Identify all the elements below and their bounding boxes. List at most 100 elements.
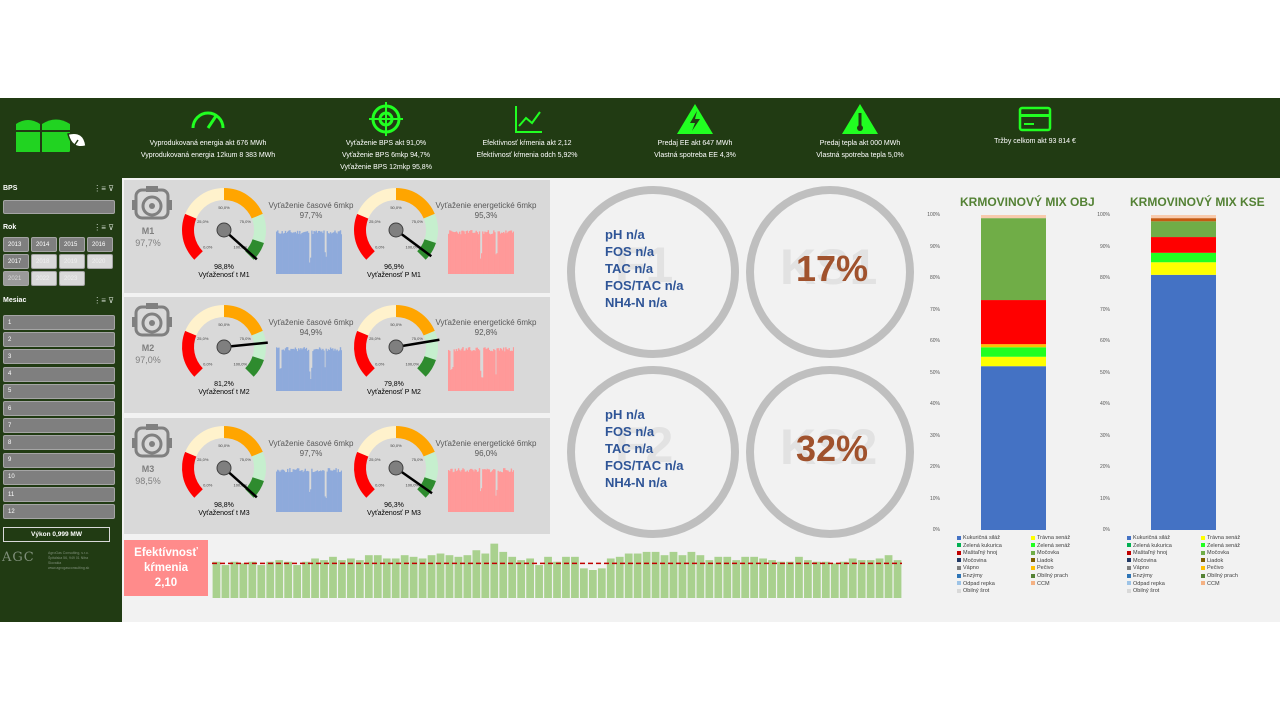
utilization-bar: [329, 347, 332, 391]
utilization-bar: [337, 469, 339, 512]
utilization-bar: [285, 472, 288, 512]
legend-item: Maštaľný hnoj: [957, 550, 997, 558]
month-button[interactable]: 5: [3, 383, 115, 399]
utilization-bar: [492, 233, 494, 274]
utilization-bar: [282, 469, 284, 512]
high-voltage-icon: [640, 98, 750, 136]
efficiency-bar: [804, 560, 812, 598]
utilization-bar: [329, 232, 332, 274]
utilization-bar: [500, 348, 503, 391]
year-button[interactable]: 2014: [31, 237, 57, 252]
year-button[interactable]: 2016: [87, 237, 113, 252]
clear-filter-icon[interactable]: ⋮≡ ⊽: [93, 184, 114, 193]
year-button[interactable]: 2013: [3, 237, 29, 252]
legend-item: Enzýmy: [957, 573, 983, 581]
month-button[interactable]: 10: [3, 469, 115, 485]
month-filter-icon[interactable]: ⋮≡ ⊽: [93, 296, 114, 305]
utilization-bar: [468, 469, 471, 512]
legend-item: Zelená kukurica: [957, 543, 1002, 551]
month-button[interactable]: 3: [3, 349, 115, 365]
year-button[interactable]: 2020: [87, 254, 113, 269]
legend-swatch: [1127, 535, 1131, 540]
utilization-bar: [464, 233, 466, 274]
utilization-bar: [488, 469, 491, 512]
year-button[interactable]: 2023: [59, 271, 85, 286]
utilization-bar: [459, 231, 461, 274]
utilization-bar: [276, 231, 278, 274]
utilization-bar: [506, 470, 508, 512]
year-button[interactable]: 2021: [3, 271, 29, 286]
utilization-bar: [508, 348, 510, 391]
efficiency-bar: [660, 555, 669, 598]
utilization-bar: [459, 349, 461, 391]
gauge-label: Vyťaženosť P M2: [367, 389, 421, 396]
year-filter-icon[interactable]: ⋮≡ ⊽: [93, 223, 114, 232]
utilization-bar: [336, 472, 338, 512]
stack-segment: [1151, 215, 1216, 219]
utilization-bar: [512, 231, 514, 274]
chart-value: 94,9%: [299, 328, 323, 337]
efficiency-bar: [347, 558, 355, 598]
time-utilization-chart: [276, 347, 342, 391]
legend-swatch: [1031, 535, 1035, 540]
y-tick-label: 50%: [929, 369, 940, 376]
month-button[interactable]: 6: [3, 401, 115, 416]
year-button[interactable]: 2018: [31, 254, 57, 269]
utilization-bar: [463, 350, 465, 391]
kpi-text: Vyťaženie BPS akt 91,0% Vyťaženie BPS 6mk…: [336, 138, 436, 174]
utilization-bar: [493, 230, 495, 274]
utilization-bar: [328, 468, 331, 512]
utilization-bar: [468, 230, 471, 274]
gauge-tick-label: 50,0%: [390, 443, 402, 448]
utilization-bar: [285, 232, 288, 274]
legend-swatch: [1201, 581, 1205, 586]
month-button[interactable]: 4: [3, 366, 115, 382]
month-button[interactable]: 11: [3, 487, 115, 502]
year-button[interactable]: 2015: [59, 237, 85, 252]
gauge-value: 98,8%: [214, 502, 234, 509]
y-tick-label: 0%: [1102, 527, 1110, 533]
utilization-bar: [293, 349, 295, 391]
month-button[interactable]: 9: [3, 452, 115, 468]
utilization-bar: [282, 233, 284, 274]
bps-select[interactable]: [3, 200, 115, 214]
y-tick-label: 90%: [1099, 243, 1110, 250]
kpi-line: Vlastná spotreba tepla 5,0%: [816, 152, 904, 159]
gauge-band: [417, 477, 436, 498]
efficiency-bar: [436, 553, 445, 598]
utilization-bar: [279, 368, 281, 391]
gauge-band: [185, 426, 224, 457]
legend-label: Obilný prach: [1037, 573, 1068, 579]
utilization-bar: [340, 234, 342, 274]
efficiency-bar: [490, 543, 499, 598]
month-button[interactable]: 8: [3, 435, 115, 451]
month-button[interactable]: 7: [3, 418, 115, 434]
y-tick-label: 70%: [929, 306, 940, 313]
utilization-bar: [505, 470, 507, 512]
utilization-bar: [316, 470, 319, 512]
month-button[interactable]: 1: [3, 315, 115, 330]
utilization-bar: [450, 468, 452, 512]
efficiency-bar: [517, 560, 526, 598]
fermenter-chemistry: pH n/a FOS n/a TAC n/a FOS/TAC n/a NH4-N n/a: [605, 406, 683, 491]
year-button[interactable]: 2019: [59, 254, 85, 269]
utilization-bar: [478, 468, 481, 512]
legend-label: Vápno: [963, 565, 979, 572]
utilization-bar: [477, 234, 480, 274]
year-button[interactable]: 2022: [31, 271, 57, 286]
month-button[interactable]: 12: [3, 504, 115, 520]
utilization-bar: [470, 230, 472, 274]
gauge-band: [396, 426, 435, 457]
gauge-band: [357, 188, 396, 219]
legend-swatch: [957, 565, 961, 570]
utilization-bar: [494, 232, 496, 274]
power-utilization-gauge: 0,0% 25,0% 50,0% 75,0% 100,0%: [354, 426, 438, 498]
utilization-bar: [298, 348, 300, 391]
kpi-line: Efektívnosť kŕmenia odch 5,92%: [476, 152, 578, 159]
month-button[interactable]: 2: [3, 332, 115, 348]
utilization-bar: [300, 348, 302, 391]
year-button[interactable]: 2017: [3, 254, 29, 269]
utilization-bar: [332, 348, 334, 391]
legend-swatch: [1201, 573, 1205, 578]
time-utilization-chart: [276, 230, 342, 274]
